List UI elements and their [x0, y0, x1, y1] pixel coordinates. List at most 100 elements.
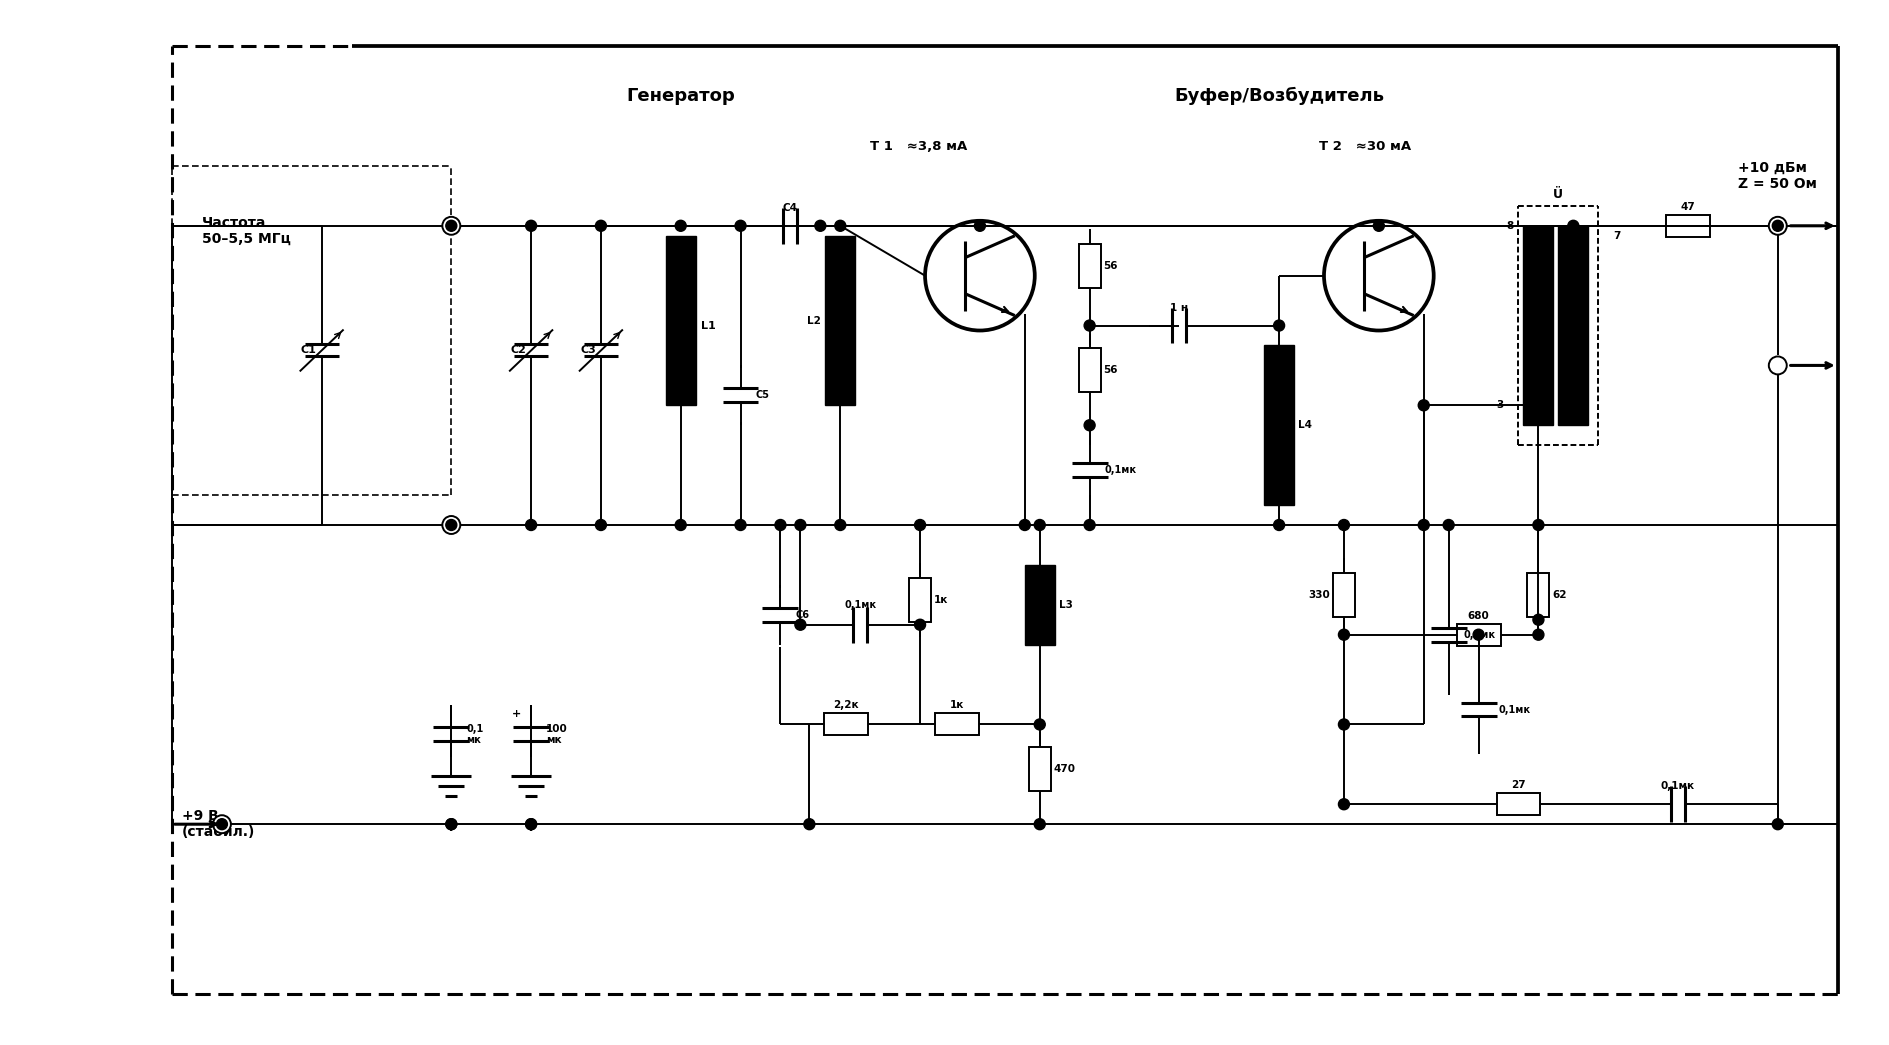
Circle shape: [1417, 400, 1428, 411]
Text: 0,1
мк: 0,1 мк: [467, 723, 484, 745]
Circle shape: [525, 818, 536, 830]
Circle shape: [774, 519, 786, 531]
Text: L1: L1: [701, 321, 716, 330]
Circle shape: [525, 519, 536, 531]
Bar: [935, 714, 979, 736]
Circle shape: [1532, 230, 1543, 241]
Circle shape: [442, 216, 461, 235]
Circle shape: [446, 818, 457, 830]
Circle shape: [1532, 519, 1543, 531]
Circle shape: [1033, 818, 1045, 830]
Text: +10 дБм
Z = 50 Ом: +10 дБм Z = 50 Ом: [1738, 161, 1815, 191]
Circle shape: [595, 519, 606, 531]
Text: +: +: [512, 710, 521, 719]
Circle shape: [1772, 220, 1783, 231]
Circle shape: [1273, 320, 1285, 331]
Bar: [1332, 573, 1354, 617]
Circle shape: [835, 220, 844, 231]
Circle shape: [1337, 519, 1349, 531]
Circle shape: [1568, 220, 1577, 231]
Circle shape: [1443, 519, 1453, 531]
Circle shape: [1768, 356, 1785, 374]
Text: T 2   ≈30 мА: T 2 ≈30 мА: [1319, 139, 1411, 153]
Text: 100
мк: 100 мк: [546, 723, 567, 745]
Text: C6: C6: [795, 609, 808, 620]
Text: L3: L3: [1058, 600, 1071, 610]
Circle shape: [1084, 519, 1094, 531]
Bar: [1264, 346, 1294, 505]
Text: Генератор: Генератор: [625, 87, 735, 106]
Bar: [1079, 348, 1099, 392]
Text: +9 В
(стабил.): +9 В (стабил.): [181, 809, 255, 839]
Circle shape: [1472, 629, 1483, 641]
Circle shape: [735, 220, 746, 231]
Circle shape: [1532, 614, 1543, 625]
Bar: [1028, 747, 1050, 791]
Circle shape: [446, 818, 457, 830]
Bar: [909, 578, 931, 622]
Text: 56: 56: [1103, 260, 1118, 271]
Circle shape: [795, 620, 805, 630]
Text: Буфер/Возбудитель: Буфер/Возбудитель: [1173, 87, 1383, 106]
Text: C5: C5: [756, 391, 769, 400]
Bar: [1496, 793, 1540, 815]
Circle shape: [803, 818, 814, 830]
Bar: [1526, 573, 1549, 617]
Circle shape: [1768, 216, 1785, 235]
Text: 1 н: 1 н: [1169, 303, 1188, 312]
Circle shape: [213, 815, 230, 833]
Circle shape: [1337, 798, 1349, 810]
Circle shape: [1018, 519, 1030, 531]
Bar: [1666, 215, 1710, 237]
Text: C3: C3: [580, 346, 595, 355]
Circle shape: [975, 220, 984, 231]
Circle shape: [1373, 220, 1383, 231]
Text: C2: C2: [510, 346, 525, 355]
Circle shape: [525, 818, 536, 830]
Circle shape: [1273, 519, 1285, 531]
Text: 56: 56: [1103, 366, 1118, 375]
Circle shape: [1084, 420, 1094, 431]
Text: C4: C4: [782, 203, 797, 213]
Text: 1к: 1к: [933, 595, 948, 605]
Circle shape: [674, 220, 686, 231]
Text: 1к: 1к: [950, 700, 963, 711]
Text: 0,1мк: 0,1мк: [1103, 465, 1135, 475]
Circle shape: [525, 220, 536, 231]
Bar: [1523, 226, 1553, 425]
Text: 62: 62: [1551, 589, 1566, 600]
Text: 3: 3: [1496, 400, 1504, 411]
Circle shape: [1033, 719, 1045, 730]
Bar: [1079, 243, 1099, 287]
Text: 2,2к: 2,2к: [833, 700, 859, 711]
Circle shape: [814, 220, 825, 231]
Bar: [824, 714, 867, 736]
Text: Ü: Ü: [1553, 188, 1562, 201]
Circle shape: [446, 220, 457, 231]
Text: 0,1мк: 0,1мк: [1498, 704, 1530, 715]
Circle shape: [674, 519, 686, 531]
Text: 0,1мк: 0,1мк: [1660, 782, 1694, 791]
Circle shape: [835, 519, 844, 531]
Circle shape: [1568, 400, 1577, 411]
Text: 330: 330: [1307, 589, 1330, 600]
Text: 8: 8: [1506, 220, 1513, 231]
Circle shape: [914, 519, 926, 531]
Circle shape: [1417, 519, 1428, 531]
Circle shape: [914, 620, 926, 630]
Text: L4: L4: [1298, 420, 1311, 431]
Circle shape: [795, 519, 805, 531]
Bar: [665, 236, 695, 405]
Text: 680: 680: [1468, 610, 1489, 621]
Circle shape: [1084, 320, 1094, 331]
Bar: [1024, 565, 1054, 645]
Text: Частота
50–5,5 МГц: Частота 50–5,5 МГц: [202, 216, 291, 246]
Text: L2: L2: [807, 316, 822, 326]
Text: T 1   ≈3,8 мА: T 1 ≈3,8 мА: [869, 139, 967, 153]
Circle shape: [217, 818, 227, 830]
Circle shape: [446, 519, 457, 531]
Text: 0,1мк: 0,1мк: [844, 600, 876, 610]
Text: 47: 47: [1679, 202, 1694, 212]
Text: C1: C1: [300, 346, 317, 355]
Circle shape: [1337, 719, 1349, 730]
